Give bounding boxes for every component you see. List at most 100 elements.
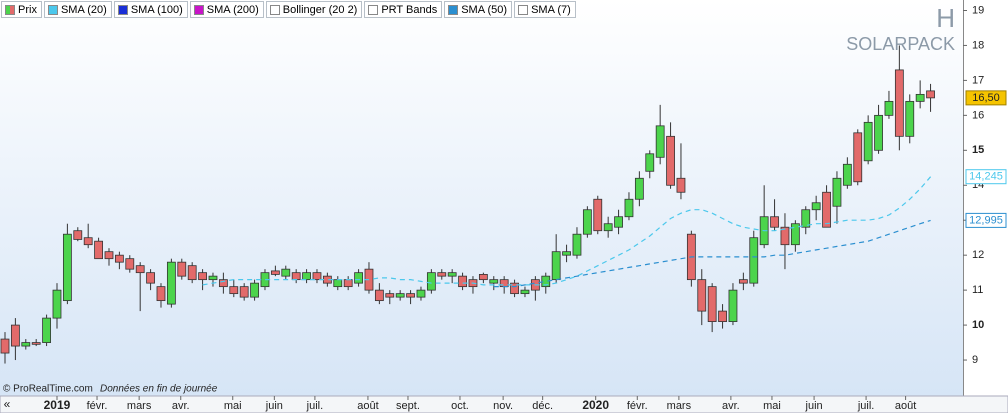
x-tick-label: août (357, 400, 378, 412)
candle-body (666, 135, 675, 186)
plot-background (0, 0, 963, 396)
candle-body (229, 286, 239, 295)
legend-swatch (47, 4, 58, 15)
legend-label: Bollinger (20 2) (282, 3, 358, 16)
candle-body (125, 258, 135, 270)
candle-body (94, 240, 103, 260)
x-tick-label: avr. (172, 400, 190, 412)
candle-body (437, 272, 447, 277)
candle-body (780, 226, 790, 246)
candle-body (458, 275, 467, 288)
legend-item[interactable]: SMA (20) (43, 1, 112, 18)
indicator-value-label: 12,995 (969, 214, 1003, 226)
candle-body (146, 272, 155, 284)
candle-body (250, 282, 259, 298)
x-tick-label: oct. (451, 400, 469, 412)
candle-body (645, 153, 655, 172)
legend-label: SMA (7) (531, 3, 571, 16)
chart-title: SOLARPACK (846, 34, 955, 54)
candle-body (863, 121, 873, 162)
y-tick-label: 12 (972, 249, 984, 261)
x-tick-label: avr. (722, 400, 740, 412)
watermark-symbol: H (936, 3, 955, 33)
legend-swatch (448, 4, 459, 15)
candle-body (905, 100, 915, 137)
legend-item[interactable]: Prix (1, 1, 42, 18)
legend-item[interactable]: SMA (7) (514, 1, 576, 18)
legend-swatch (117, 4, 128, 15)
candle-body (187, 265, 197, 281)
candle-body (520, 289, 530, 295)
candle-body (551, 251, 561, 281)
x-tick-label: juin (265, 400, 283, 412)
legend-label: Prix (18, 3, 37, 16)
x-tick-label: juil. (306, 400, 324, 412)
candle-body (603, 223, 613, 232)
last-price-box (965, 90, 1007, 106)
candle-body (728, 289, 738, 322)
y-tick-label: 11 (972, 284, 983, 296)
candle-body (593, 198, 603, 232)
candle-body (374, 289, 384, 302)
candle-body (62, 233, 72, 302)
candle-body (842, 163, 852, 186)
legend-swatch (518, 4, 529, 15)
candle-body (0, 338, 10, 354)
candle-body (73, 230, 83, 240)
legend-label: PRT Bands (381, 3, 438, 16)
x-tick-label: juil. (857, 400, 875, 412)
axis-background (963, 0, 1008, 396)
candle-body (697, 279, 707, 312)
candle-body (822, 191, 831, 228)
candle-body (21, 342, 31, 347)
candle-body (447, 272, 457, 277)
x-tick-label: févr. (627, 400, 648, 412)
candle-body (343, 279, 353, 288)
legend-item[interactable]: SMA (200) (189, 1, 264, 18)
legend: Prix SMA (20) SMA (100) SMA (200) Bollinger … (1, 1, 576, 18)
indicator-line (202, 176, 932, 286)
candle-body (104, 251, 114, 260)
candle-body (572, 233, 582, 256)
candle-body (510, 282, 519, 295)
legend-label: SMA (50) (461, 3, 508, 16)
candle-body (707, 286, 717, 322)
x-tick-label: déc. (532, 400, 553, 412)
x-tick-label: mars (127, 400, 152, 412)
x-tick-label: mars (667, 400, 692, 412)
candle-body (634, 177, 644, 200)
legend-item[interactable]: PRT Bands (364, 1, 443, 18)
candle-body (354, 272, 363, 284)
candle-body (83, 237, 93, 246)
candle-body (749, 237, 759, 284)
indicator-value-box (965, 169, 1007, 185)
candle-body (177, 261, 187, 277)
legend-item[interactable]: SMA (100) (113, 1, 188, 18)
legend-item[interactable]: SMA (50) (444, 1, 513, 18)
candle-body (302, 272, 311, 281)
candle-body (416, 289, 426, 298)
y-tick-label: 18 (972, 39, 984, 51)
candle-body (676, 177, 686, 193)
candle-body (312, 272, 322, 281)
candle-body (541, 275, 551, 288)
nav-button[interactable]: « (4, 397, 11, 411)
legend-item[interactable]: Bollinger (20 2) (265, 1, 363, 18)
indicator-value-label: 14,245 (969, 171, 1003, 183)
candle-body (10, 324, 20, 347)
candle-body (478, 274, 488, 281)
candle-body (270, 270, 280, 275)
legend-swatch (269, 4, 280, 15)
candle-body (770, 216, 779, 228)
candle-body (166, 261, 176, 305)
candle-body (395, 293, 405, 298)
indicator-line (493, 219, 931, 288)
y-tick-label: 19 (972, 4, 984, 16)
note: Données en fin de journée (100, 384, 218, 395)
candle-body (582, 209, 592, 235)
x-tick-label: févr. (87, 400, 108, 412)
last-price-label: 16,50 (972, 92, 1000, 104)
